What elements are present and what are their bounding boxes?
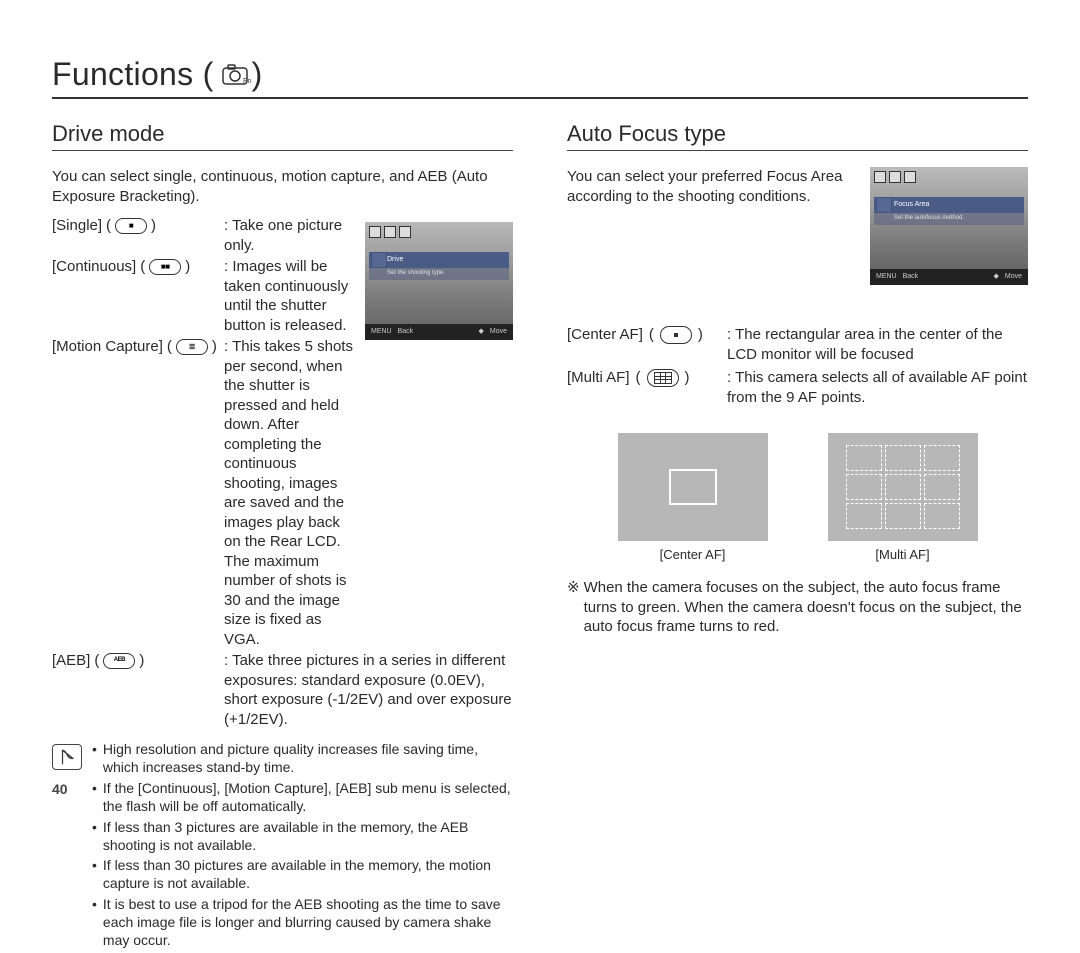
motion-capture-mode-icon: ≣ [176, 339, 208, 355]
drive-lcd-move: Move [490, 327, 507, 336]
drive-item-motion-label: [Motion Capture] (≣) [52, 337, 224, 357]
auto-focus-note-text: When the camera focuses on the subject, … [584, 578, 1028, 637]
drive-lcd-menu-sub: Set the shooting type. [369, 268, 509, 280]
page-title: Functions ( Fn ) [52, 56, 1028, 99]
auto-focus-section: Auto Focus type You can select your pref… [567, 121, 1028, 953]
auto-focus-note: ※ When the camera focuses on the subject… [567, 578, 1028, 637]
drive-note-1: If the [Continuous], [Motion Capture], [… [103, 780, 513, 816]
af-lcd-menu-icon: MENU [876, 272, 897, 281]
center-af-icon [660, 326, 692, 344]
af-item-multi-desc: This camera selects all of available AF … [727, 368, 1028, 407]
af-lcd-move: Move [1005, 272, 1022, 281]
page-number: 40 [52, 781, 68, 797]
drive-info-box: •High resolution and picture quality inc… [52, 741, 513, 953]
af-lcd-back: Back [903, 272, 919, 281]
af-item-multi-label: [Multi AF] () [567, 368, 727, 388]
page-title-suffix: ) [252, 56, 263, 92]
af-lcd-menu-sub: Set the autofocus method. [874, 213, 1024, 225]
drive-item-motion-desc: This takes 5 shots per second, when the … [224, 337, 355, 649]
drive-info-list: •High resolution and picture quality inc… [92, 741, 513, 953]
af-item-center-label: [Center AF] () [567, 325, 727, 345]
single-mode-icon: ■ [115, 218, 147, 234]
af-lcd-menu-title: Focus Area [874, 197, 1024, 213]
drive-note-4: It is best to use a tripod for the AEB s… [103, 896, 513, 950]
drive-item-aeb-desc: Take three pictures in a series in diffe… [224, 651, 513, 729]
drive-lcd-preview: Drive Set the shooting type. MENU Back ◆… [365, 222, 513, 340]
camera-fn-icon: Fn [220, 58, 252, 95]
continuous-mode-icon: ■■ [149, 259, 181, 275]
page-title-prefix: Functions ( [52, 56, 214, 92]
multi-af-preview: [Multi AF] [828, 433, 978, 562]
af-lcd-preview: Focus Area Set the autofocus method. MEN… [870, 167, 1028, 285]
drive-note-2: If less than 3 pictures are available in… [103, 819, 513, 855]
drive-item-single-label: [Single] (■) [52, 216, 224, 236]
drive-lcd-menu-icon: MENU [371, 327, 392, 336]
drive-item-aeb-label: [AEB] (AEB) [52, 651, 224, 671]
auto-focus-intro: You can select your preferred Focus Area… [567, 167, 858, 285]
drive-item-continuous-label: [Continuous] (■■) [52, 257, 224, 277]
center-af-preview: [Center AF] [618, 433, 768, 562]
drive-item-continuous-desc: Images will be taken continuously until … [224, 257, 355, 335]
multi-af-preview-label: [Multi AF] [828, 547, 978, 562]
drive-note-3: If less than 30 pictures are available i… [103, 857, 513, 893]
drive-lcd-back: Back [398, 327, 414, 336]
auto-focus-heading: Auto Focus type [567, 121, 1028, 151]
reference-mark-icon: ※ [567, 578, 580, 637]
drive-note-0: High resolution and picture quality incr… [103, 741, 513, 777]
aeb-mode-icon: AEB [103, 653, 135, 669]
multi-af-icon [647, 369, 679, 387]
drive-mode-section: Drive mode You can select single, contin… [52, 121, 513, 953]
drive-item-single-desc: Take one picture only. [224, 216, 355, 255]
af-item-center-desc: The rectangular area in the center of th… [727, 325, 1028, 364]
drive-mode-intro: You can select single, continuous, motio… [52, 167, 513, 206]
drive-lcd-menu-title: Drive [369, 252, 509, 268]
note-icon [52, 744, 82, 770]
svg-text:Fn: Fn [243, 78, 252, 85]
center-af-preview-label: [Center AF] [618, 547, 768, 562]
drive-mode-heading: Drive mode [52, 121, 513, 151]
